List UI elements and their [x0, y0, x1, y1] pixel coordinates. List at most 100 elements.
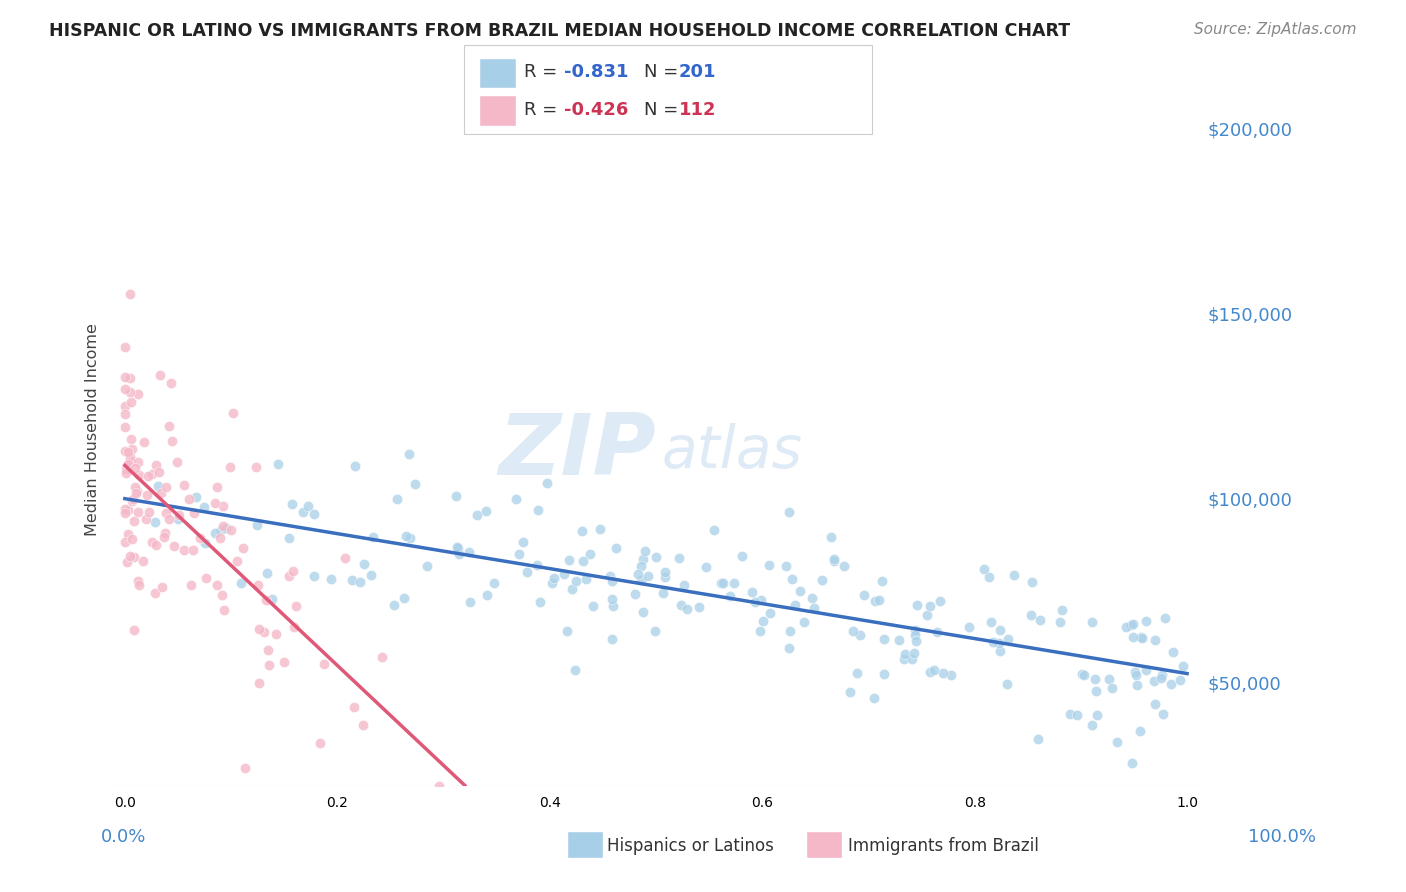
- Point: [688, 600, 710, 615]
- Point: [188, 531, 211, 545]
- Point: [703, 523, 725, 537]
- Point: [114, 399, 136, 413]
- Point: [759, 606, 782, 620]
- Point: [183, 506, 205, 520]
- Point: [1135, 614, 1157, 628]
- Point: [340, 573, 363, 587]
- Point: [114, 370, 136, 384]
- Point: [283, 564, 305, 578]
- Point: [457, 545, 479, 559]
- Text: 201: 201: [679, 63, 717, 81]
- Point: [127, 455, 149, 469]
- Point: [823, 554, 845, 568]
- Point: [283, 620, 305, 634]
- Point: [988, 624, 1011, 638]
- Point: [823, 551, 845, 566]
- Point: [1122, 630, 1144, 644]
- Point: [602, 599, 624, 614]
- Point: [845, 666, 868, 681]
- Point: [277, 531, 299, 545]
- Point: [920, 665, 942, 679]
- Point: [138, 505, 160, 519]
- Point: [575, 572, 598, 586]
- Point: [247, 676, 270, 690]
- Point: [904, 634, 927, 648]
- Point: [842, 624, 865, 638]
- Point: [1059, 707, 1081, 722]
- Point: [229, 575, 252, 590]
- Point: [1084, 684, 1107, 698]
- Point: [1105, 735, 1128, 749]
- Point: [352, 717, 374, 731]
- Point: [1150, 668, 1173, 682]
- Point: [915, 608, 938, 623]
- Point: [148, 465, 170, 479]
- Point: [477, 588, 499, 602]
- Point: [779, 505, 801, 519]
- Point: [141, 467, 163, 481]
- Point: [135, 488, 157, 502]
- Point: [668, 551, 690, 566]
- Point: [143, 586, 166, 600]
- Point: [169, 508, 191, 523]
- Point: [264, 627, 287, 641]
- Point: [319, 573, 342, 587]
- Point: [114, 501, 136, 516]
- Point: [159, 376, 181, 390]
- Point: [928, 593, 950, 607]
- Point: [779, 624, 801, 639]
- Point: [1123, 665, 1146, 680]
- Point: [143, 516, 166, 530]
- Point: [893, 652, 915, 666]
- Point: [114, 506, 136, 520]
- Point: [744, 595, 766, 609]
- Text: Source: ZipAtlas.com: Source: ZipAtlas.com: [1194, 22, 1357, 37]
- Point: [973, 562, 995, 576]
- Point: [1150, 671, 1173, 685]
- Point: [980, 615, 1002, 629]
- Point: [120, 385, 142, 400]
- Point: [1122, 617, 1144, 632]
- Point: [222, 406, 245, 420]
- Point: [162, 539, 184, 553]
- Point: [1050, 603, 1073, 617]
- Point: [207, 578, 229, 592]
- Point: [122, 550, 145, 565]
- Text: R =: R =: [524, 63, 564, 81]
- Point: [1121, 756, 1143, 770]
- Point: [710, 576, 733, 591]
- Point: [600, 632, 623, 646]
- Point: [149, 368, 172, 382]
- Point: [904, 623, 927, 637]
- Point: [399, 531, 422, 545]
- Point: [209, 531, 232, 545]
- Point: [599, 568, 621, 582]
- Point: [789, 583, 811, 598]
- Point: [245, 459, 267, 474]
- Point: [114, 407, 136, 421]
- Point: [553, 567, 575, 582]
- Point: [803, 601, 825, 615]
- Point: [571, 554, 593, 568]
- Point: [901, 651, 924, 665]
- Point: [118, 454, 141, 468]
- Point: [605, 541, 627, 555]
- Point: [121, 491, 143, 506]
- Point: [385, 492, 408, 507]
- Point: [578, 547, 600, 561]
- Text: Hispanics or Latinos: Hispanics or Latinos: [607, 837, 775, 855]
- Text: 0.0%: 0.0%: [101, 828, 146, 846]
- Point: [343, 700, 366, 714]
- Point: [863, 690, 886, 705]
- Point: [416, 558, 439, 573]
- Point: [118, 450, 141, 465]
- Point: [1049, 615, 1071, 630]
- Point: [120, 432, 142, 446]
- Point: [114, 535, 136, 549]
- Text: -0.831: -0.831: [564, 63, 628, 81]
- Point: [246, 518, 269, 533]
- Point: [1173, 659, 1195, 673]
- Point: [120, 549, 142, 564]
- Point: [349, 574, 371, 589]
- Point: [505, 492, 527, 507]
